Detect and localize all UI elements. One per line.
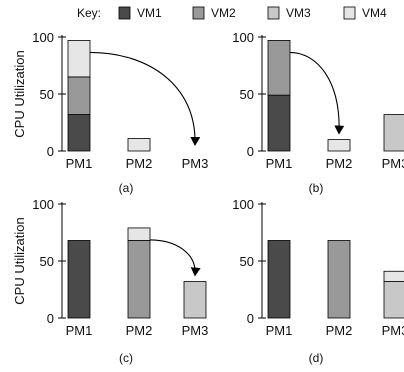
legend-swatch-vm3	[267, 6, 280, 20]
y-tick-label: 100	[232, 30, 254, 45]
migration-arrow	[89, 51, 201, 146]
legend-swatch-vm2	[192, 6, 205, 20]
migration-arrow	[289, 51, 345, 135]
y-axis-label: CPU Utilization	[12, 50, 27, 137]
bar-vm3-pm3	[383, 114, 404, 152]
y-tick-label: 0	[47, 144, 54, 159]
y-tick-label: 50	[40, 254, 54, 269]
y-tick-label: 100	[32, 197, 54, 212]
chart-panel-3: 0 50 100 CPU Utilization PM1 PM2 PM3 (c)	[12, 197, 208, 365]
bar-vm2-pm2	[327, 240, 351, 319]
bar-vm4-pm2	[127, 138, 151, 152]
bar-vm2-pm2	[127, 240, 151, 319]
legend-swatch-vm4	[343, 6, 356, 20]
y-tick-label: 0	[247, 311, 254, 326]
bar-vm2-pm1	[267, 40, 291, 96]
bar-vm4-pm1	[67, 40, 91, 78]
bar-vm3-pm3	[183, 281, 207, 319]
x-tick-label-pm1: PM1	[266, 156, 293, 171]
bar-vm1-pm1	[267, 94, 291, 152]
bar-vm2-pm1	[67, 76, 91, 115]
x-tick-label-pm1: PM1	[66, 323, 93, 338]
bar-vm3-pm3	[383, 281, 404, 319]
chart-panel-1: 0 50 100 CPU Utilization PM1 PM2 PM3 (a)	[12, 30, 208, 195]
y-tick-label: 0	[47, 311, 54, 326]
x-tick-label-pm2: PM2	[126, 156, 153, 171]
legend-label-vm4: VM4	[362, 6, 387, 20]
panel-caption: (a)	[119, 181, 134, 195]
panel-caption: (c)	[119, 351, 133, 365]
y-tick-label: 50	[240, 254, 254, 269]
bar-vm4-pm3	[383, 270, 404, 282]
bar-vm1-pm1	[67, 114, 91, 152]
x-tick-label-pm2: PM2	[126, 323, 153, 338]
legend-label-vm1: VM1	[137, 6, 162, 20]
x-tick-label-pm2: PM2	[326, 156, 353, 171]
x-tick-label-pm3: PM3	[382, 156, 404, 171]
y-axis-label: CPU Utilization	[12, 217, 27, 304]
charts: 0 50 100 CPU Utilization PM1 PM2 PM3 (a) 0 50 100 P…	[12, 30, 404, 365]
bar-vm4-pm2	[127, 227, 151, 241]
legend-label-vm2: VM2	[211, 6, 236, 20]
legend-label-vm3: VM3	[286, 6, 311, 20]
x-tick-label-pm3: PM3	[182, 156, 209, 171]
legend-swatch-vm1	[118, 6, 131, 20]
x-tick-label-pm3: PM3	[182, 323, 209, 338]
chart-panel-2: 0 50 100 PM1 PM2 PM3 (b)	[232, 30, 404, 195]
y-tick-label: 0	[247, 144, 254, 159]
panel-caption: (d)	[309, 351, 324, 365]
x-tick-label-pm3: PM3	[382, 323, 404, 338]
y-tick-label: 50	[40, 87, 54, 102]
x-tick-label-pm1: PM1	[266, 323, 293, 338]
panel-caption: (b)	[309, 181, 324, 195]
chart-panel-4: 0 50 100 PM1 PM2 PM3 (d)	[232, 197, 404, 365]
y-tick-label: 100	[232, 197, 254, 212]
legend-title: Key:	[77, 6, 101, 20]
y-tick-label: 50	[240, 87, 254, 102]
bar-vm1-pm1	[267, 240, 291, 319]
y-tick-label: 100	[32, 30, 54, 45]
x-tick-label-pm2: PM2	[326, 323, 353, 338]
migration-arrow	[149, 239, 201, 277]
bar-vm4-pm2	[327, 139, 351, 152]
legend: Key: VM1 VM2 VM3 VM4	[77, 6, 387, 20]
bar-vm1-pm1	[67, 240, 91, 319]
x-tick-label-pm1: PM1	[66, 156, 93, 171]
